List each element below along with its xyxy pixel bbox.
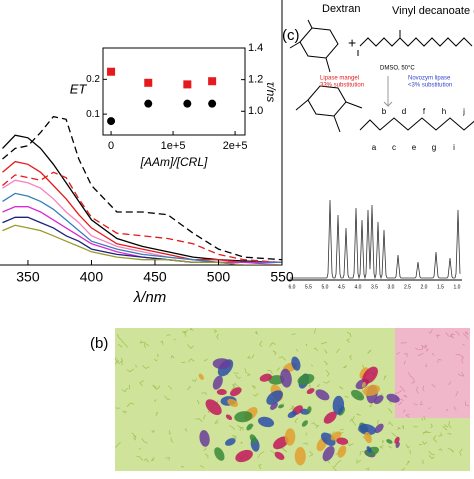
nmr-tick-label: 2.0 <box>421 284 428 290</box>
nmr-tick-label: 1.5 <box>437 284 444 290</box>
carbon-label: e <box>412 143 417 152</box>
carbon-label: f <box>423 107 426 116</box>
residue <box>295 447 306 466</box>
carbon-label: g <box>432 143 436 152</box>
vd-structure <box>360 38 472 46</box>
data-point <box>183 100 191 108</box>
carbon-label: c <box>392 143 396 152</box>
x-tick-label: 550 <box>270 269 294 285</box>
y-tick-label: 0.2 <box>86 74 100 85</box>
nmr-tick-label: 1.0 <box>454 284 461 290</box>
inset-frame <box>103 48 245 135</box>
nmr-tick-label: 4.0 <box>355 284 362 290</box>
data-point <box>183 80 191 88</box>
data-point <box>208 77 216 85</box>
solvent <box>111 396 115 400</box>
nmr-tick-label: 6.0 <box>289 284 296 290</box>
x-tick-label: 350 <box>16 269 40 285</box>
product-chain <box>360 118 474 138</box>
compound-name: Vinyl decanoate (VD) <box>392 5 474 17</box>
enzyme-label: Lipase mangel <box>320 76 359 82</box>
data-point <box>208 100 216 108</box>
panel-label: (c) <box>282 27 300 44</box>
data-line <box>3 180 283 262</box>
inset-y2-label: τ/ns <box>264 82 278 103</box>
y-tick-label: 0.1 <box>86 109 100 120</box>
x-tick-label: 0 <box>108 140 114 152</box>
solvent <box>113 457 115 459</box>
x-tick-label: 2e+5 <box>223 140 248 152</box>
nmr-tick-label: 5.0 <box>322 284 329 290</box>
data-line <box>3 117 283 260</box>
enzyme-label: <3% substitution <box>408 83 452 89</box>
data-line <box>3 217 283 265</box>
y2-tick-label: 1.0 <box>248 105 263 117</box>
compound-name: Dextran <box>322 3 361 15</box>
carbon-label: j <box>462 107 465 116</box>
y2-tick-label: 1.4 <box>248 42 263 54</box>
nmr-tick-label: 3.5 <box>371 284 378 290</box>
x-tick-label: 400 <box>80 269 104 285</box>
data-point <box>144 79 152 87</box>
x-tick-label: 500 <box>207 269 231 285</box>
arrow <box>384 76 392 106</box>
data-point <box>107 68 115 76</box>
x-tick-label: 1e+5 <box>161 140 186 152</box>
inset-x-label: [AAm]/[CRL] <box>140 155 208 169</box>
nmr-tick-label: 4.5 <box>338 284 345 290</box>
carbon-label: a <box>372 143 377 152</box>
protein-render <box>111 325 470 471</box>
carbon-label: b <box>382 107 387 116</box>
inset-y-label: ET <box>70 81 88 96</box>
conditions: DMSO, 50°C <box>380 66 415 72</box>
data-point <box>107 117 115 125</box>
carbon-label: h <box>442 107 446 116</box>
nmr-tick-label: 5.5 <box>305 284 312 290</box>
enzyme-label: 33% substitution <box>320 83 364 89</box>
panel-label: (b) <box>90 335 108 352</box>
x-axis-label: λ/nm <box>133 289 166 306</box>
x-tick-label: 450 <box>143 269 167 285</box>
plus: + <box>348 35 356 51</box>
y2-tick-label: 1.2 <box>248 74 263 86</box>
nmr-tick-label: 3.0 <box>388 284 395 290</box>
carbon-label: i <box>453 143 455 152</box>
nmr-tick-label: 2.5 <box>404 284 411 290</box>
enzyme-label: Novozym lipase <box>408 76 451 82</box>
data-point <box>144 100 152 108</box>
nmr-spectrum <box>290 200 460 278</box>
solvent <box>274 325 281 328</box>
carbon-label: d <box>402 107 406 116</box>
